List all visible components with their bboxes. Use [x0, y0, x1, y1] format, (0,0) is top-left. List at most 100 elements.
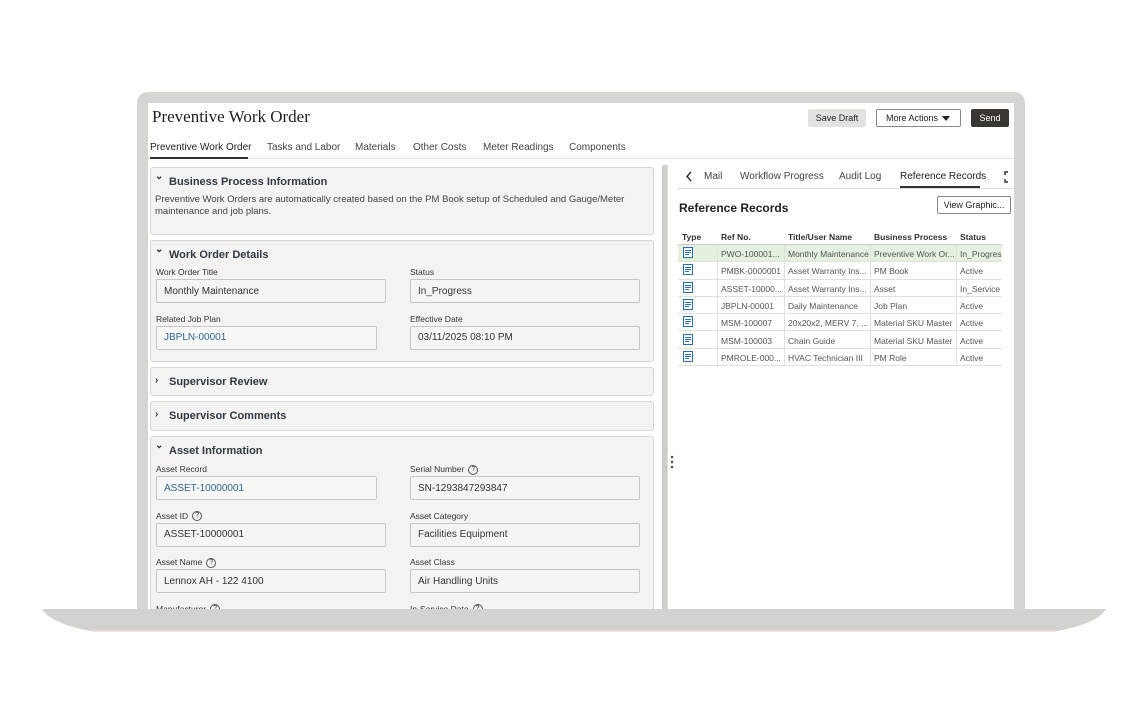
- help-icon[interactable]: ?: [210, 604, 221, 610]
- table-cell: Monthly Maintenance: [788, 249, 869, 259]
- panel-tab[interactable]: Reference Records: [900, 171, 987, 182]
- document-icon[interactable]: [683, 264, 693, 276]
- table-cell: Job Plan: [874, 300, 908, 311]
- active-tab-underline: [150, 157, 248, 159]
- section: › Supervisor Review: [150, 367, 654, 396]
- help-icon[interactable]: ?: [192, 511, 203, 522]
- section-title: Supervisor Review: [169, 376, 268, 388]
- view-graphic-button[interactable]: View Graphic...: [937, 196, 1011, 214]
- label-text: Work Order Title: [156, 267, 218, 277]
- field-label: Asset Class: [410, 557, 455, 567]
- panel-tab[interactable]: Audit Log: [839, 171, 882, 182]
- page-title: Preventive Work Order: [152, 107, 310, 126]
- label-text: Asset ID: [156, 510, 189, 521]
- column-header[interactable]: Ref No.: [721, 232, 751, 242]
- table-cell: Active: [960, 335, 984, 346]
- expand-icon[interactable]: [1004, 171, 1014, 183]
- section-toggle[interactable]: ›: [155, 409, 159, 420]
- column-header[interactable]: Status: [960, 232, 986, 242]
- section-toggle[interactable]: ⌄: [155, 244, 164, 255]
- document-icon[interactable]: [683, 333, 693, 345]
- table-cell: PMBK-0000001: [721, 266, 782, 277]
- help-icon[interactable]: ?: [468, 464, 479, 475]
- tab[interactable]: Other Costs: [413, 142, 467, 153]
- table-cell: In_Progress: [960, 249, 1001, 259]
- field-label: Work Order Title: [156, 267, 218, 277]
- panel-tab[interactable]: Mail: [704, 171, 723, 182]
- section-toggle[interactable]: ⌄: [155, 440, 164, 451]
- more-actions-button[interactable]: More Actions: [876, 109, 961, 127]
- panel-tab[interactable]: Workflow Progress: [740, 171, 824, 182]
- column-divider: [870, 245, 871, 367]
- input-field[interactable]: ASSET-10000001: [156, 522, 386, 547]
- splitter[interactable]: [670, 455, 674, 469]
- table-cell: MSM-100003: [721, 335, 773, 346]
- section-toggle[interactable]: ›: [155, 375, 159, 386]
- table-row[interactable]: [678, 314, 1002, 332]
- label-text: Manufacturer: [156, 603, 207, 611]
- scroll-thumb[interactable]: [662, 165, 667, 610]
- help-icon[interactable]: ?: [206, 557, 217, 568]
- column-header[interactable]: Title/User Name: [788, 232, 853, 242]
- table-cell: MSM-100007: [721, 318, 773, 329]
- tab[interactable]: Components: [569, 142, 626, 153]
- input-field[interactable]: In_Progress: [410, 279, 640, 303]
- tab[interactable]: Meter Readings: [483, 142, 554, 153]
- table-cell: Active: [960, 318, 984, 329]
- section: ⌄ Asset Information Asset Record ASSET-1000…: [150, 436, 654, 610]
- input-field[interactable]: 03/11/2025 08:10 PM: [410, 325, 640, 350]
- table-cell: 20x20x2, MERV 7, ...: [788, 318, 869, 329]
- input-field[interactable]: Monthly Maintenance: [156, 279, 386, 303]
- panel-border: [667, 165, 668, 610]
- section: › Supervisor Comments: [150, 401, 654, 431]
- document-icon[interactable]: [683, 247, 693, 258]
- tab[interactable]: Tasks and Labor: [267, 142, 341, 153]
- table-row[interactable]: [678, 349, 1002, 367]
- link-field[interactable]: JBPLN-00001: [156, 325, 377, 350]
- scrollbar: [662, 165, 667, 610]
- table-cell: Daily Maintenance: [788, 300, 858, 311]
- section: ⌄ Business Process Information Preventive …: [150, 167, 654, 235]
- table-cell: HVAC Technician III: [788, 352, 863, 363]
- send-button[interactable]: Send: [971, 109, 1009, 127]
- column-header[interactable]: Type: [682, 232, 702, 242]
- right-tab-divider: [678, 188, 1014, 189]
- section-title: Work Order Details: [169, 249, 269, 261]
- tab[interactable]: Preventive Work Order: [150, 142, 252, 153]
- document-icon[interactable]: [683, 281, 693, 293]
- app-screen: Preventive Work Order Save Draft More Ac…: [148, 103, 1014, 610]
- table-cell: Active: [960, 300, 984, 311]
- column-header[interactable]: Business Process: [874, 232, 948, 242]
- link-field[interactable]: ASSET-10000001: [156, 476, 377, 500]
- field-label: Status: [410, 267, 434, 277]
- input-field[interactable]: Air Handling Units: [410, 569, 640, 593]
- label-text: In-Service Date: [410, 603, 469, 611]
- input-field[interactable]: SN-1293847293847: [410, 476, 640, 500]
- field-label: Manufacturer?: [156, 603, 221, 611]
- table-row[interactable]: [678, 245, 1002, 263]
- field-label: Asset Category: [410, 511, 468, 521]
- table-cell: Asset Warranty Ins...: [788, 266, 867, 277]
- label-text: Asset Name: [156, 557, 203, 567]
- document-icon[interactable]: [683, 350, 693, 362]
- input-field[interactable]: Lennox AH - 122 4100: [156, 569, 386, 593]
- save-draft-button[interactable]: Save Draft: [808, 109, 866, 127]
- section-toggle[interactable]: ⌄: [155, 171, 164, 182]
- table-row[interactable]: [678, 280, 1002, 297]
- tab-scroll-left[interactable]: [685, 171, 693, 182]
- table-cell: Asset: [874, 283, 896, 294]
- label-text: Asset Category: [410, 510, 469, 521]
- tab[interactable]: Materials: [355, 142, 396, 153]
- table-row[interactable]: [678, 332, 1002, 349]
- table-row[interactable]: [678, 262, 1002, 280]
- document-icon[interactable]: [683, 316, 693, 328]
- document-icon[interactable]: [683, 298, 693, 310]
- label-text: Status: [410, 267, 435, 277]
- label-text: Related Job Plan: [156, 313, 221, 324]
- table-row[interactable]: [678, 297, 1002, 315]
- help-icon[interactable]: ?: [472, 604, 483, 610]
- table-cell: Preventive Work Or...: [874, 249, 955, 259]
- field-label: Asset Record: [156, 464, 207, 474]
- input-field[interactable]: Facilities Equipment: [410, 522, 640, 547]
